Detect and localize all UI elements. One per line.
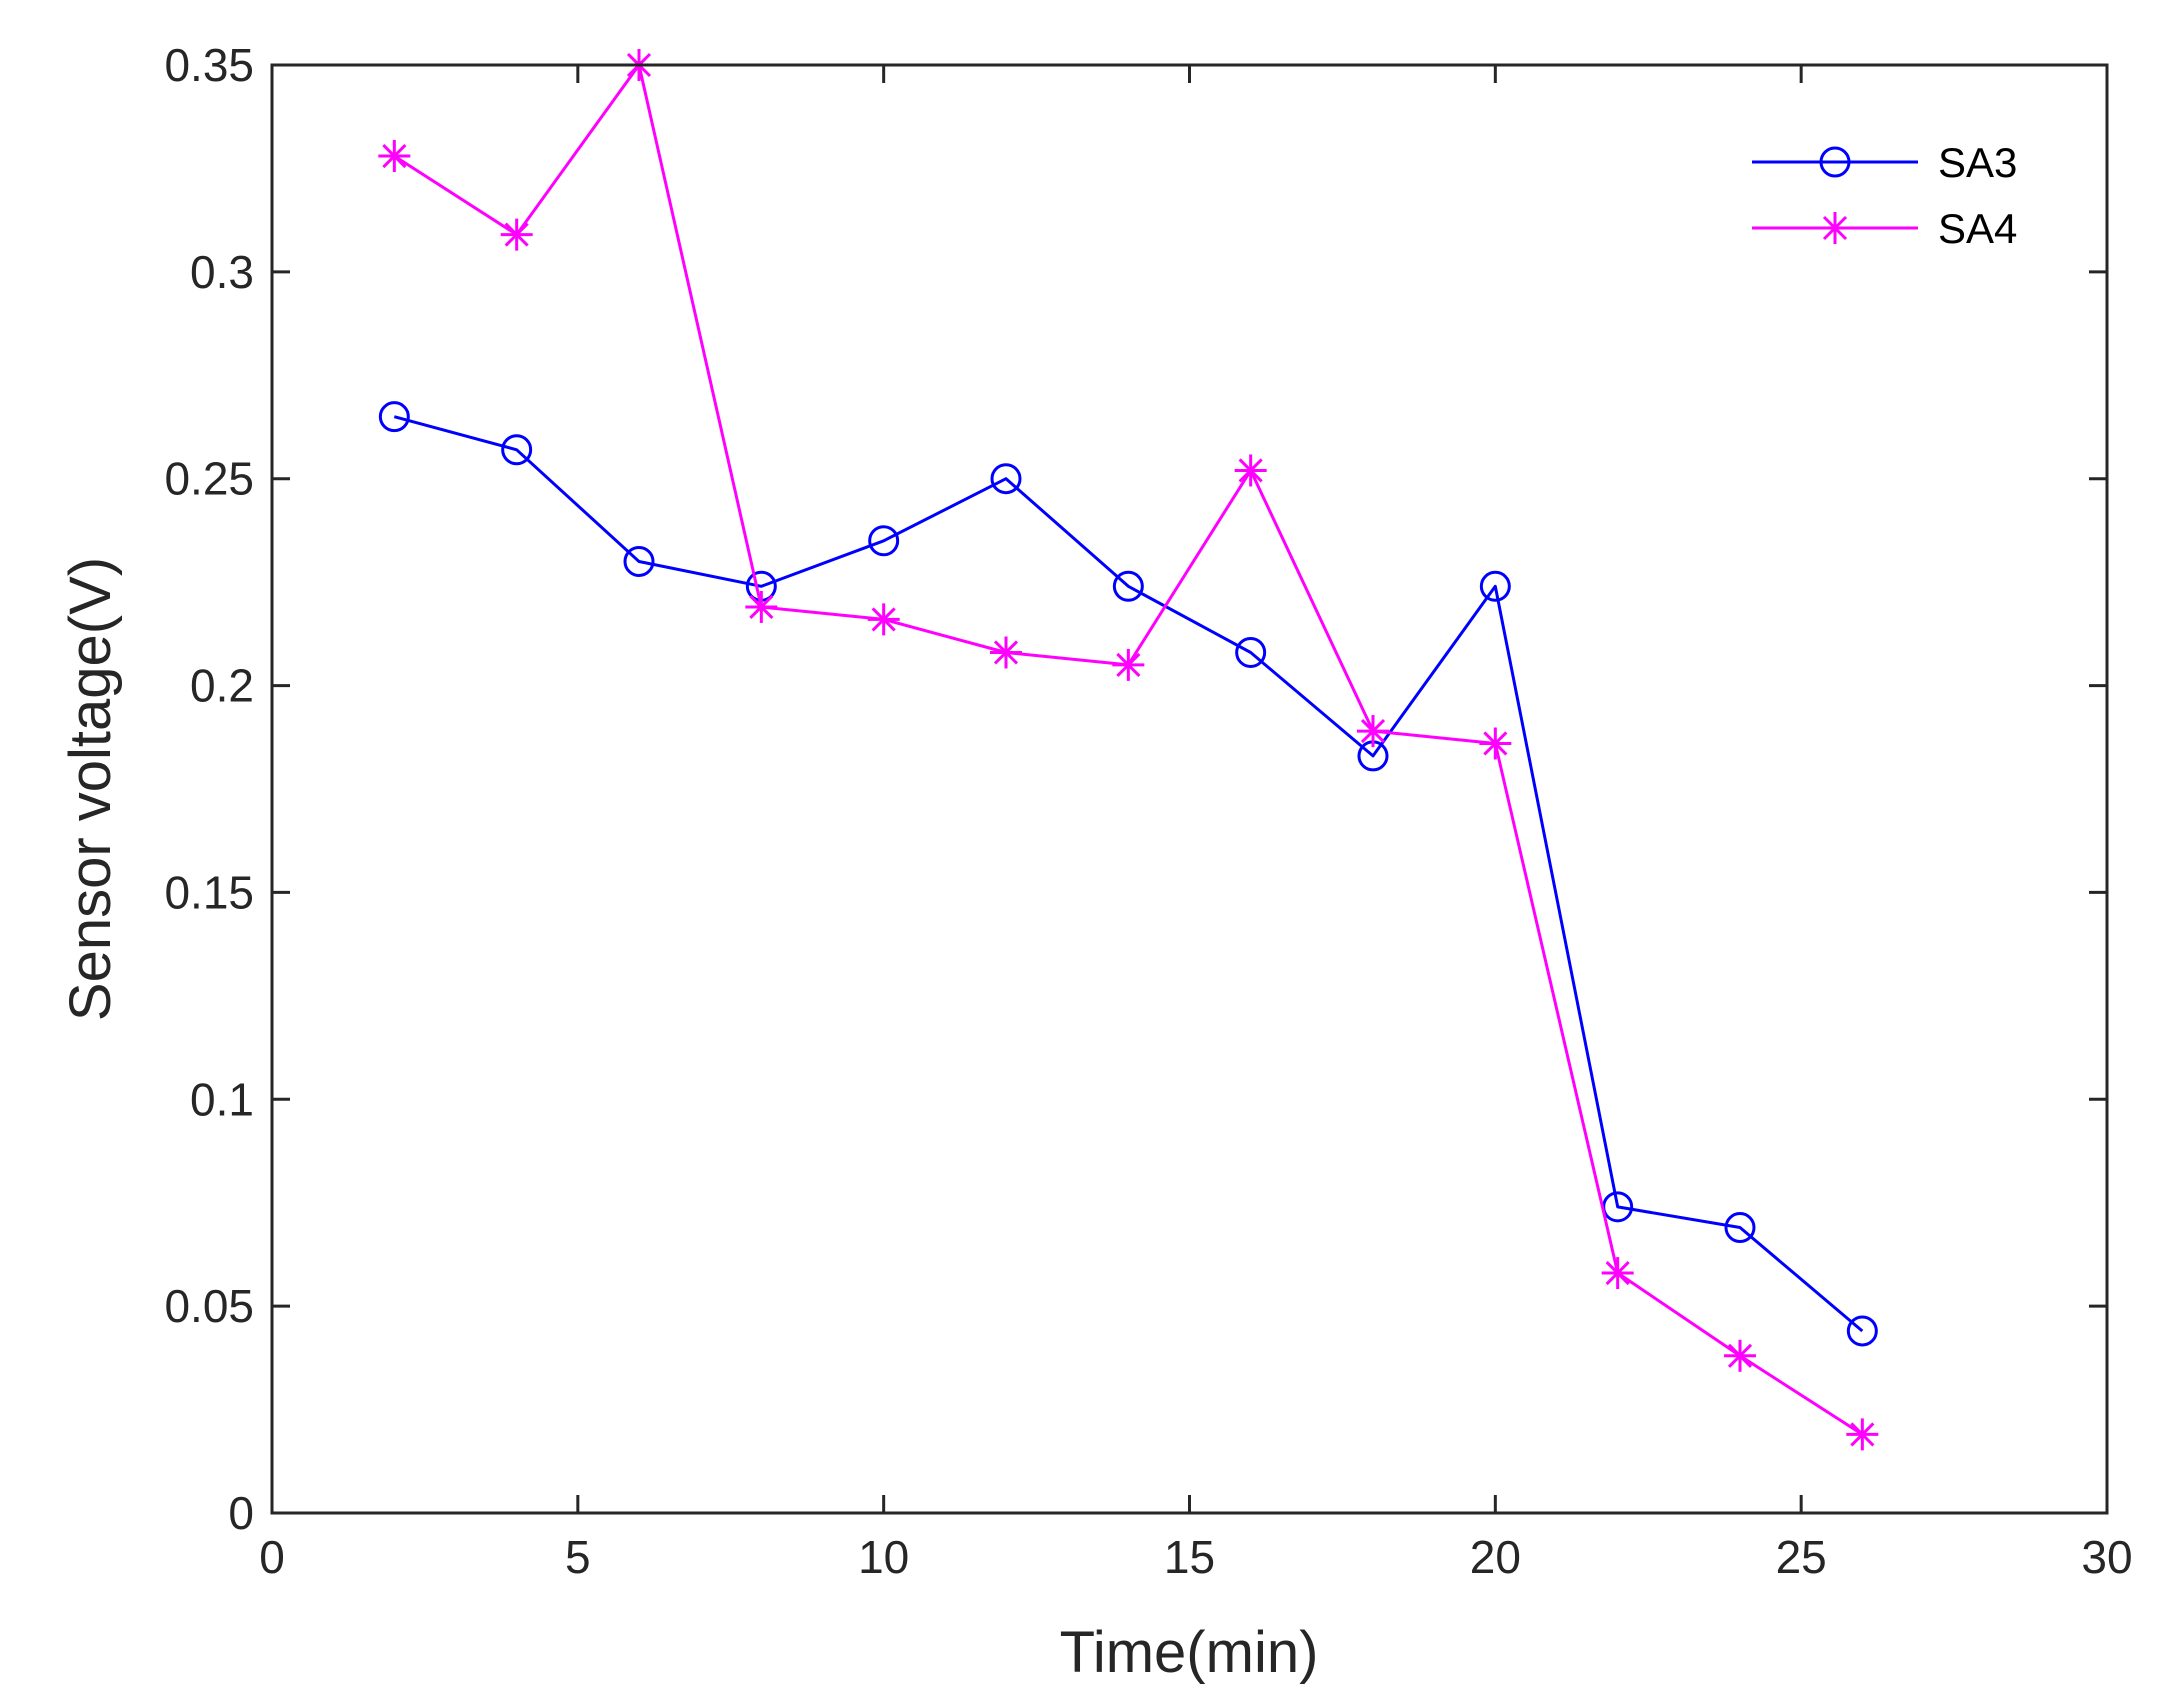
x-tick-label: 25 bbox=[1776, 1531, 1827, 1583]
x-tick-label: 20 bbox=[1470, 1531, 1521, 1583]
data-point-sa3 bbox=[1846, 1315, 1878, 1347]
data-point-sa3 bbox=[1112, 570, 1144, 602]
data-point-sa4 bbox=[378, 140, 411, 173]
data-point-sa3 bbox=[501, 434, 533, 466]
data-point-sa4 bbox=[1601, 1257, 1634, 1290]
y-tick-label: 0.35 bbox=[164, 39, 254, 91]
legend-marker-sa4 bbox=[1819, 212, 1851, 244]
series-layer bbox=[378, 49, 1879, 1451]
x-tick-label: 0 bbox=[259, 1531, 285, 1583]
legend-marker-sa3 bbox=[1819, 146, 1851, 178]
plot-area-frame bbox=[270, 63, 2109, 1515]
legend: SA3 SA4 bbox=[1740, 120, 2040, 260]
data-point-sa4 bbox=[1234, 454, 1267, 487]
data-point-sa4 bbox=[1112, 648, 1145, 681]
data-point-sa4 bbox=[1846, 1418, 1879, 1451]
data-point-sa4 bbox=[1357, 715, 1389, 748]
y-tick-label: 0.05 bbox=[164, 1280, 254, 1332]
data-point-sa3 bbox=[1235, 636, 1267, 668]
legend-label-sa4: SA4 bbox=[1938, 205, 2017, 252]
data-point-sa3 bbox=[1479, 570, 1511, 602]
y-tick-label: 0.1 bbox=[190, 1073, 254, 1125]
y-tick-label: 0.25 bbox=[164, 453, 254, 505]
data-point-sa3 bbox=[990, 463, 1022, 495]
x-tick-label: 10 bbox=[858, 1531, 909, 1583]
legend-box bbox=[1740, 120, 2040, 260]
data-point-sa3 bbox=[378, 401, 410, 433]
y-tick-label: 0.15 bbox=[164, 866, 254, 918]
ticks-layer: 0 5 10 15 20 25 30 0 0.05 0.1 0.15 0.2 0.25 0.3 0.35 bbox=[164, 39, 2132, 1583]
y-tick-label: 0 bbox=[228, 1487, 254, 1539]
data-point-sa4 bbox=[990, 636, 1022, 669]
x-tick-label: 15 bbox=[1164, 1531, 1215, 1583]
data-point-sa4 bbox=[1479, 727, 1512, 760]
series-line-sa3 bbox=[393, 415, 1864, 1333]
data-point-sa4 bbox=[1724, 1339, 1756, 1372]
legend-label-sa3: SA3 bbox=[1938, 139, 2017, 186]
y-tick-label: 0.2 bbox=[190, 660, 254, 712]
x-axis-label: Time(min) bbox=[1060, 1620, 1319, 1685]
y-tick-label: 0.3 bbox=[190, 246, 254, 298]
x-tick-label: 5 bbox=[565, 1531, 591, 1583]
data-point-sa3 bbox=[1724, 1212, 1756, 1244]
x-tick-label: 30 bbox=[2081, 1531, 2132, 1583]
data-point-sa4 bbox=[745, 590, 778, 623]
data-point-sa3 bbox=[868, 525, 900, 557]
data-point-sa4 bbox=[867, 603, 900, 636]
data-point-sa3 bbox=[623, 545, 655, 577]
y-axis-label: Sensor voltage(V) bbox=[58, 557, 123, 1021]
data-point-sa4 bbox=[500, 218, 533, 251]
